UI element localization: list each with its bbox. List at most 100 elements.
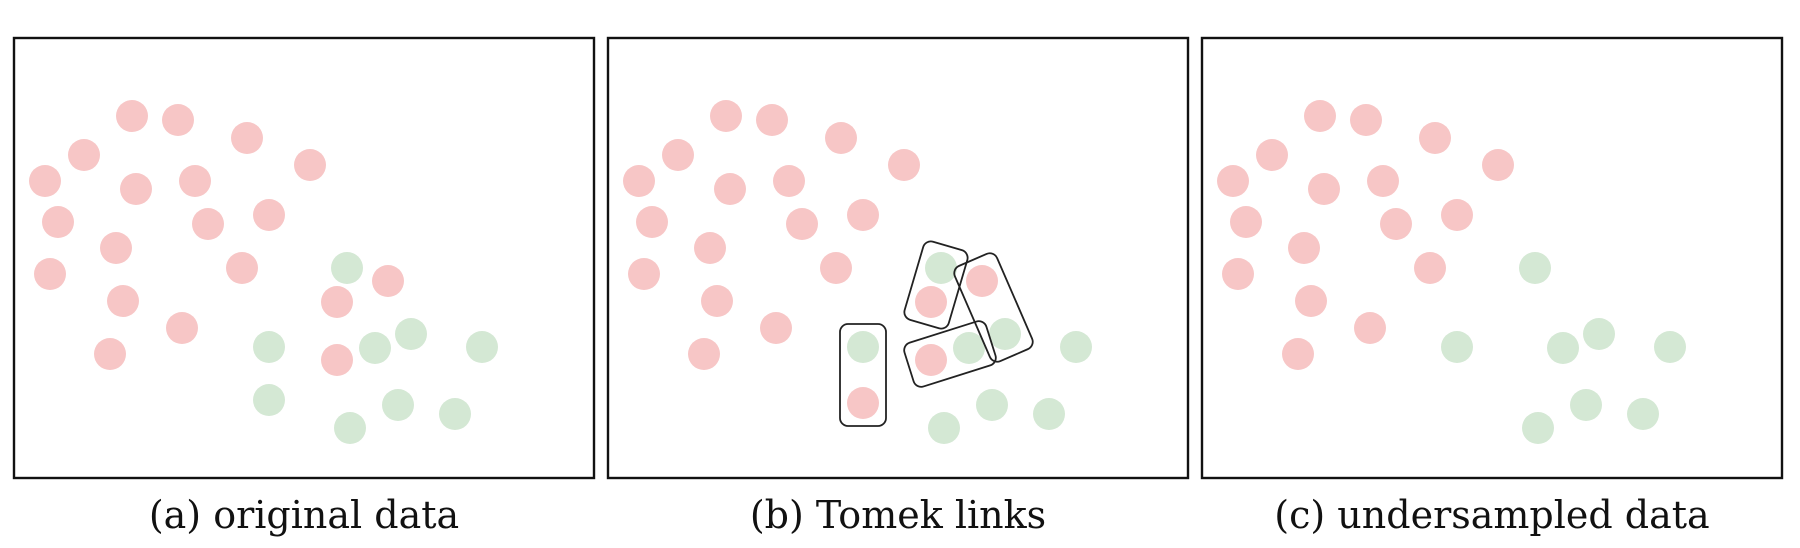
- majority-point: [294, 149, 326, 181]
- minority-point: [1547, 332, 1579, 364]
- minority-point: [976, 389, 1008, 421]
- majority-point: [710, 100, 742, 132]
- majority-point: [1217, 165, 1249, 197]
- minority-point: [1522, 412, 1554, 444]
- minority-point: [1519, 252, 1551, 284]
- minority-point: [847, 331, 879, 363]
- panel-frame: [606, 36, 1190, 480]
- minority-point: [253, 384, 285, 416]
- majority-point: [773, 165, 805, 197]
- minority-point: [253, 331, 285, 363]
- minority-point: [382, 389, 414, 421]
- majority-point: [68, 139, 100, 171]
- panel-tomek-links: [606, 36, 1190, 480]
- minority-point: [331, 252, 363, 284]
- majority-point: [701, 285, 733, 317]
- tomek-link-box: [953, 252, 1034, 363]
- majority-point: [29, 165, 61, 197]
- majority-point: [34, 258, 66, 290]
- panel-frame: [12, 36, 596, 480]
- majority-point: [623, 165, 655, 197]
- minority-point: [466, 331, 498, 363]
- majority-point: [1441, 199, 1473, 231]
- minority-point: [439, 398, 471, 430]
- minority-point: [359, 332, 391, 364]
- majority-point: [714, 173, 746, 205]
- majority-point: [1419, 122, 1451, 154]
- majority-point: [966, 265, 998, 297]
- majority-point: [1295, 285, 1327, 317]
- majority-point: [636, 206, 668, 238]
- minority-point: [925, 252, 957, 284]
- majority-point: [820, 252, 852, 284]
- majority-point: [1282, 338, 1314, 370]
- majority-point: [694, 232, 726, 264]
- majority-point: [1350, 104, 1382, 136]
- majority-point: [760, 312, 792, 344]
- majority-point: [226, 252, 258, 284]
- points-layer: [29, 100, 498, 444]
- minority-point: [989, 318, 1021, 350]
- links-layer: [839, 240, 1034, 427]
- minority-point: [334, 412, 366, 444]
- majority-point: [1222, 258, 1254, 290]
- majority-point: [915, 286, 947, 318]
- majority-point: [120, 173, 152, 205]
- minority-point: [928, 412, 960, 444]
- majority-point: [372, 265, 404, 297]
- points-layer: [1217, 100, 1686, 444]
- majority-point: [1230, 206, 1262, 238]
- majority-point: [1354, 312, 1386, 344]
- majority-point: [1414, 252, 1446, 284]
- majority-point: [825, 122, 857, 154]
- majority-point: [756, 104, 788, 136]
- majority-point: [847, 387, 879, 419]
- panel-undersampled-data: [1200, 36, 1784, 480]
- majority-point: [321, 344, 353, 376]
- tomek-link-box: [839, 323, 887, 427]
- majority-point: [321, 286, 353, 318]
- panel-original-data: [12, 36, 596, 480]
- majority-point: [786, 208, 818, 240]
- points-layer: [623, 100, 1092, 444]
- majority-point: [628, 258, 660, 290]
- majority-point: [1308, 173, 1340, 205]
- majority-point: [94, 338, 126, 370]
- majority-point: [231, 122, 263, 154]
- minority-point: [1060, 331, 1092, 363]
- majority-point: [107, 285, 139, 317]
- majority-point: [662, 139, 694, 171]
- majority-point: [847, 199, 879, 231]
- majority-point: [116, 100, 148, 132]
- majority-point: [688, 338, 720, 370]
- caption-undersampled-data: (c) undersampled data: [1274, 493, 1709, 537]
- majority-point: [179, 165, 211, 197]
- majority-point: [1256, 139, 1288, 171]
- majority-point: [1304, 100, 1336, 132]
- minority-point: [1033, 398, 1065, 430]
- minority-point: [1583, 318, 1615, 350]
- minority-point: [1441, 331, 1473, 363]
- majority-point: [1482, 149, 1514, 181]
- majority-point: [166, 312, 198, 344]
- tomek-link-box: [903, 320, 997, 388]
- panel-frame: [1200, 36, 1784, 480]
- minority-point: [1654, 331, 1686, 363]
- minority-point: [1570, 389, 1602, 421]
- minority-point: [395, 318, 427, 350]
- majority-point: [162, 104, 194, 136]
- minority-point: [1627, 398, 1659, 430]
- majority-point: [100, 232, 132, 264]
- caption-original-data: (a) original data: [149, 493, 459, 537]
- majority-point: [915, 344, 947, 376]
- minority-point: [953, 332, 985, 364]
- majority-point: [888, 149, 920, 181]
- majority-point: [253, 199, 285, 231]
- tomek-link-box: [903, 240, 969, 330]
- majority-point: [42, 206, 74, 238]
- majority-point: [1288, 232, 1320, 264]
- majority-point: [1380, 208, 1412, 240]
- majority-point: [192, 208, 224, 240]
- majority-point: [1367, 165, 1399, 197]
